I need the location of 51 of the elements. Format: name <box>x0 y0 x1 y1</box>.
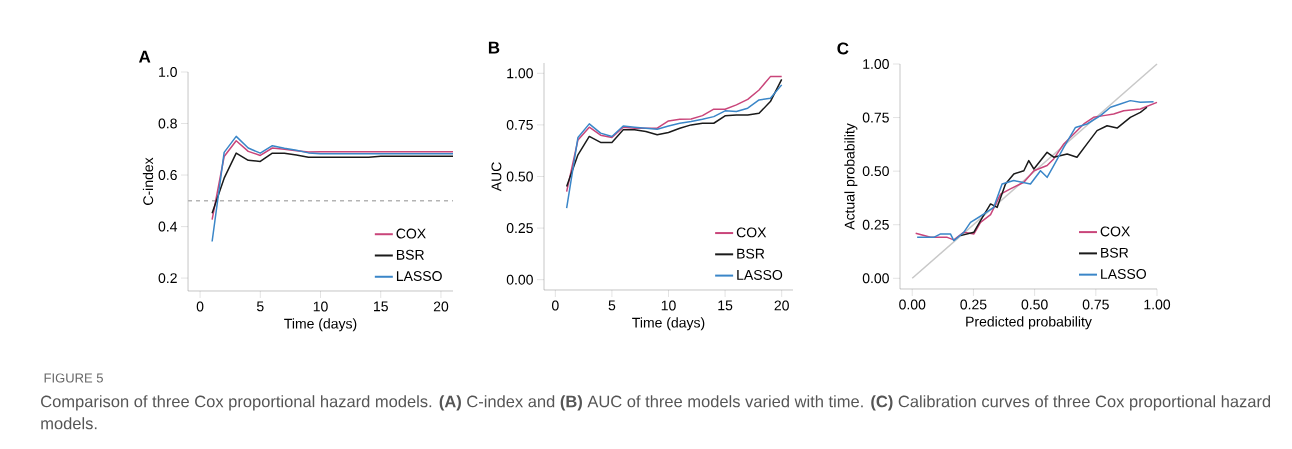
y-tick-label: 0.75 <box>862 112 889 123</box>
legend-label: COX <box>1100 226 1131 237</box>
y-tick-label: 0.2 <box>158 273 177 284</box>
x-axis-title: Time (days) <box>284 318 357 332</box>
x-tick-label: 0.00 <box>899 299 926 310</box>
x-tick-label: 0.75 <box>1082 299 1109 310</box>
x-tick-label: 15 <box>374 301 388 312</box>
x-tick-label: 0 <box>196 301 204 312</box>
y-tick-label: 0.50 <box>506 171 533 182</box>
legend-label: COX <box>736 227 767 238</box>
line-series <box>959 106 1148 237</box>
legend-label: COX <box>396 228 426 239</box>
y-axis-title: C-index <box>142 157 154 205</box>
y-tick-label: 0.6 <box>158 170 177 181</box>
x-tick-label: 20 <box>774 300 789 311</box>
x-tick-label: 5 <box>608 300 616 311</box>
y-tick-label: 0.00 <box>506 274 533 285</box>
legend-label: LASSO <box>1101 269 1146 279</box>
legend-label: BSR <box>737 248 765 259</box>
y-tick-label: 0.75 <box>506 119 533 130</box>
x-tick-label: 5 <box>256 301 264 312</box>
x-tick-label: 1.00 <box>1144 299 1171 310</box>
legend-label: BSR <box>396 249 424 260</box>
x-tick-label: 15 <box>718 300 733 311</box>
x-tick-label: 10 <box>661 300 676 311</box>
text: Comparison of three Cox proportional hazard models. (A) C-index and (B) AUC of three models varied with time. (C) Calibration curves of three Cox proportional hazard models. <box>41 395 1271 430</box>
caption: FIGURE 5 <box>44 373 103 383</box>
x-axis-title: Predicted probability <box>966 316 1092 330</box>
y-axis-title: AUC <box>491 162 502 192</box>
y-tick-label: 1.00 <box>863 59 889 69</box>
y-tick-label: 0.00 <box>862 273 889 284</box>
y-tick-label: 0.50 <box>862 166 889 177</box>
legend-label: LASSO <box>737 269 783 280</box>
legend-label: LASSO <box>396 271 442 282</box>
chart-title: B <box>488 41 500 54</box>
x-tick-label: 0 <box>551 300 559 311</box>
y-tick-label: 0.4 <box>158 221 178 232</box>
chart-title: C <box>837 42 849 55</box>
x-tick-label: 20 <box>433 301 449 312</box>
x-axis-title: Time (days) <box>632 317 705 331</box>
legend-label: BSR <box>1101 247 1129 258</box>
y-tick-label: 0.25 <box>862 219 889 230</box>
y-tick-label: 0.8 <box>158 118 177 129</box>
x-tick-label: 0.25 <box>960 299 987 310</box>
x-tick-label: 0.50 <box>1021 299 1048 310</box>
y-tick-label: 1.0 <box>159 67 177 77</box>
chart-title: A <box>138 50 151 63</box>
y-tick-label: 0.25 <box>506 223 533 234</box>
y-axis-title: Actual probability <box>844 123 858 230</box>
x-tick-label: 10 <box>313 301 328 312</box>
y-tick-label: 1.00 <box>507 68 533 79</box>
